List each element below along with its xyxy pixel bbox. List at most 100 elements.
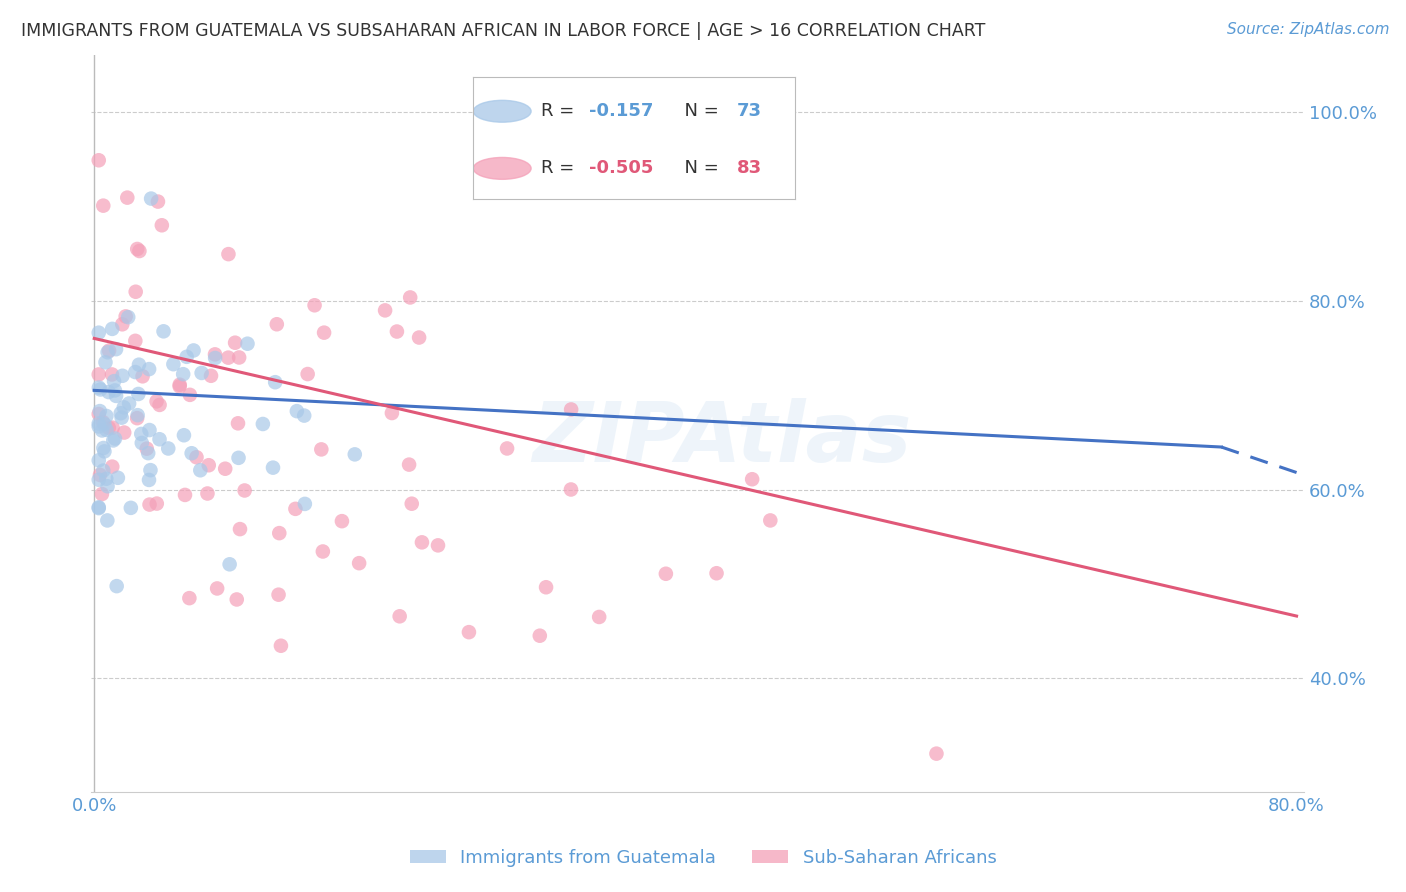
Point <box>297 367 319 381</box>
Point <box>146 194 169 209</box>
Point <box>131 369 153 384</box>
Point <box>128 244 150 258</box>
Point <box>560 483 582 497</box>
Point <box>87 419 110 434</box>
Point <box>330 514 353 528</box>
Point <box>127 387 149 401</box>
Point <box>145 394 167 409</box>
Point <box>131 436 153 450</box>
Point <box>179 591 201 606</box>
Point <box>925 747 948 761</box>
Point <box>266 318 288 332</box>
Point <box>87 407 110 421</box>
Point <box>91 415 114 429</box>
Point <box>174 488 197 502</box>
Point <box>101 420 124 434</box>
Point <box>458 625 481 640</box>
Point <box>148 432 170 446</box>
Point <box>294 497 316 511</box>
Point <box>129 426 152 441</box>
Point <box>124 365 146 379</box>
Point <box>120 500 142 515</box>
Point <box>197 458 219 473</box>
Point <box>127 411 149 425</box>
Point <box>110 406 132 420</box>
Point <box>226 417 249 431</box>
Point <box>91 199 114 213</box>
Point <box>105 389 128 403</box>
Legend: Immigrants from Guatemala, Sub-Saharan Africans: Immigrants from Guatemala, Sub-Saharan A… <box>402 842 1004 874</box>
Point <box>87 326 110 340</box>
Point <box>411 535 433 549</box>
Text: IMMIGRANTS FROM GUATEMALA VS SUBSAHARAN AFRICAN IN LABOR FORCE | AGE > 16 CORREL: IMMIGRANTS FROM GUATEMALA VS SUBSAHARAN … <box>21 22 986 40</box>
Point <box>169 377 191 392</box>
Point <box>136 446 159 460</box>
Point <box>534 580 557 594</box>
Point <box>197 486 219 500</box>
Point <box>96 423 118 437</box>
Point <box>117 191 139 205</box>
Point <box>214 461 236 475</box>
Point <box>138 362 160 376</box>
Point <box>93 441 115 455</box>
Point <box>96 409 118 423</box>
Point <box>224 335 246 350</box>
Point <box>176 350 198 364</box>
Point <box>91 464 114 478</box>
Point <box>111 368 134 383</box>
Point <box>112 425 135 440</box>
Point <box>347 556 370 570</box>
Point <box>87 501 110 516</box>
Point <box>205 582 228 596</box>
Point <box>385 325 408 339</box>
Point <box>89 467 111 482</box>
Point <box>180 446 202 460</box>
Point <box>96 472 118 486</box>
Point <box>112 401 135 415</box>
Point <box>89 404 111 418</box>
Point <box>101 459 124 474</box>
Point <box>114 310 136 324</box>
Point <box>150 219 173 233</box>
Point <box>172 367 194 381</box>
Point <box>103 434 125 448</box>
Point <box>706 566 728 581</box>
Point <box>399 290 422 304</box>
Point <box>588 610 610 624</box>
Text: ZIPAtlas: ZIPAtlas <box>533 398 911 479</box>
Point <box>152 324 174 338</box>
Point <box>118 396 141 410</box>
Point <box>401 497 423 511</box>
Point <box>87 368 110 382</box>
Point <box>236 336 259 351</box>
Point <box>97 421 120 435</box>
Point <box>427 538 450 552</box>
Point <box>162 357 184 371</box>
Point <box>124 334 146 348</box>
Point <box>98 343 121 358</box>
Point <box>408 330 430 344</box>
Point <box>252 417 274 431</box>
Point <box>105 342 128 356</box>
Point <box>200 368 222 383</box>
Point <box>138 423 160 437</box>
Point <box>107 471 129 485</box>
Point <box>343 447 366 461</box>
Point <box>101 322 124 336</box>
Point <box>89 383 111 397</box>
Point <box>169 379 191 393</box>
Point <box>270 639 292 653</box>
Point <box>139 463 162 477</box>
Point <box>204 351 226 365</box>
Point <box>218 558 240 572</box>
Text: Source: ZipAtlas.com: Source: ZipAtlas.com <box>1226 22 1389 37</box>
Point <box>267 588 290 602</box>
Point <box>93 444 115 458</box>
Point <box>97 385 120 400</box>
Point <box>138 473 160 487</box>
Point <box>111 410 134 425</box>
Point <box>496 442 519 456</box>
Point <box>93 417 115 432</box>
Point <box>311 442 333 457</box>
Point <box>127 242 149 256</box>
